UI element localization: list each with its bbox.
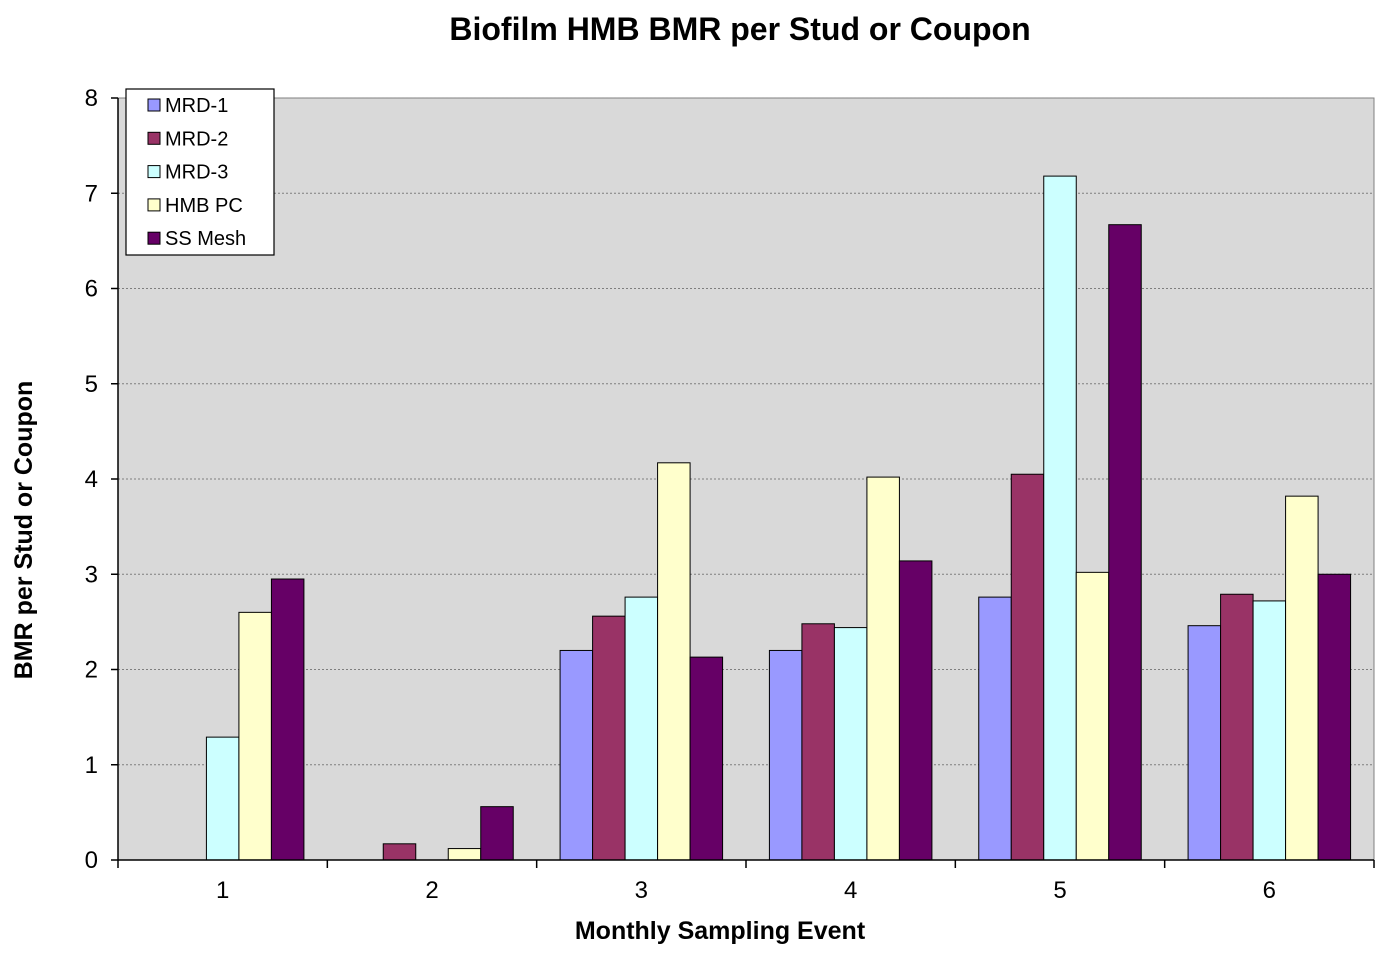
bar	[834, 628, 867, 860]
bar	[1188, 626, 1221, 860]
x-tick-label: 4	[844, 877, 857, 904]
bar	[658, 463, 691, 860]
bar	[899, 561, 932, 860]
bar	[1221, 594, 1254, 860]
legend-swatch	[148, 232, 160, 244]
x-tick-label: 1	[216, 877, 229, 904]
bar	[593, 616, 626, 860]
legend-label: MRD-3	[165, 162, 228, 184]
bar	[383, 844, 416, 860]
bar	[1076, 572, 1109, 860]
legend: MRD-1 MRD-2 MRD-3 HMB PC SS Mesh	[126, 89, 274, 255]
bar	[1109, 225, 1142, 860]
bar	[1318, 574, 1351, 860]
bar	[867, 477, 900, 860]
y-tick-label: 5	[85, 371, 98, 398]
y-tick-label: 1	[85, 752, 98, 779]
x-tick-label: 5	[1053, 877, 1066, 904]
bar	[1286, 496, 1319, 860]
x-axis-title: Monthly Sampling Event	[575, 917, 866, 945]
bar	[1253, 601, 1286, 860]
y-tick-label: 3	[85, 561, 98, 588]
y-axis-title: BMR per Stud or Coupon	[10, 381, 38, 680]
bar	[979, 597, 1012, 860]
y-tick-label: 4	[85, 466, 98, 493]
bar	[769, 650, 802, 860]
legend-label: MRD-1	[165, 95, 228, 117]
y-tick-label: 8	[85, 85, 98, 112]
legend-swatch	[148, 99, 160, 111]
y-tick-label: 7	[85, 180, 98, 207]
bar	[690, 657, 723, 860]
bar	[1011, 474, 1044, 860]
y-tick-label: 6	[85, 276, 98, 303]
y-tick-label: 2	[85, 657, 98, 684]
bar	[802, 624, 835, 860]
bar	[271, 579, 304, 860]
bar	[560, 650, 593, 860]
bar	[1044, 176, 1077, 860]
x-tick-label: 6	[1263, 877, 1276, 904]
bar	[206, 737, 239, 860]
x-tick-labels: 1 2 3 4 5 6	[216, 877, 1276, 904]
bar	[239, 612, 272, 860]
legend-label: SS Mesh	[165, 228, 246, 250]
legend-label: HMB PC	[165, 195, 243, 217]
legend-swatch	[148, 199, 160, 211]
bar	[448, 849, 481, 860]
x-tick-label: 2	[425, 877, 438, 904]
bar	[481, 807, 514, 860]
legend-label: MRD-2	[165, 128, 228, 150]
legend-swatch	[148, 166, 160, 178]
y-tick-labels: 0 1 2 3 4 5 6 7 8	[85, 85, 98, 874]
y-tick-label: 0	[85, 847, 98, 874]
bar	[625, 597, 658, 860]
x-tick-label: 3	[635, 877, 648, 904]
chart-title: Biofilm HMB BMR per Stud or Coupon	[449, 11, 1030, 47]
legend-swatch	[148, 132, 160, 144]
